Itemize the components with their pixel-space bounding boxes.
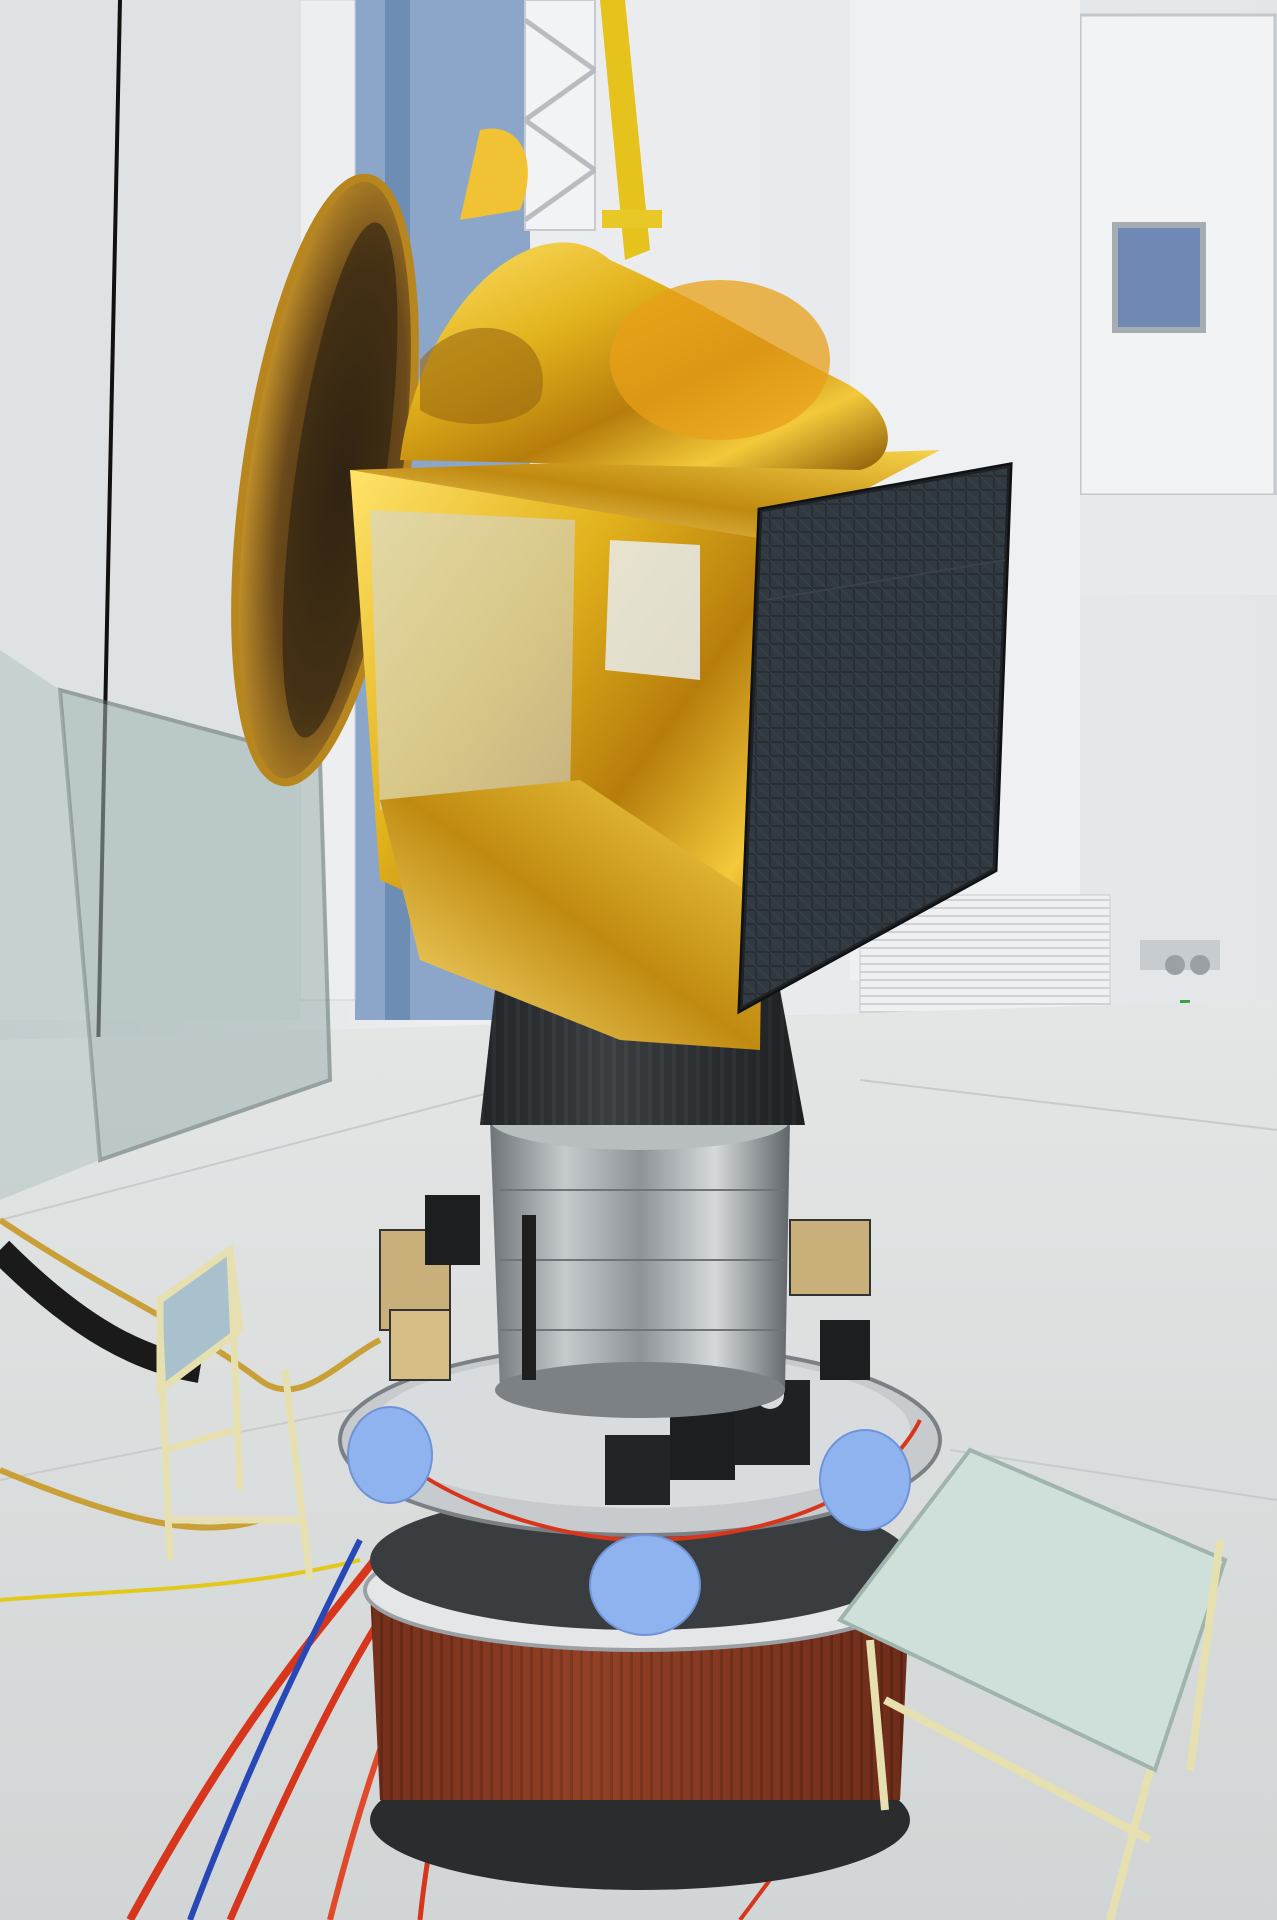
cleanroom-door <box>1078 13 1277 595</box>
truss-beam <box>523 0 597 231</box>
propellant-tank <box>490 1090 790 1418</box>
radiator-mirror <box>605 540 700 680</box>
work-stand-left <box>156 1243 314 1581</box>
floor-seams <box>0 1079 1277 1501</box>
solar-panel <box>737 461 1013 1015</box>
protective-covers <box>347 1406 911 1636</box>
yellow-beam <box>600 0 662 260</box>
spacecraft-body <box>350 128 940 1050</box>
glass-barrier <box>0 650 333 1200</box>
work-platform-right <box>836 1447 1228 1920</box>
door-window <box>1112 222 1206 333</box>
avionics-box <box>670 1405 735 1480</box>
radiator-mirror <box>370 510 575 810</box>
